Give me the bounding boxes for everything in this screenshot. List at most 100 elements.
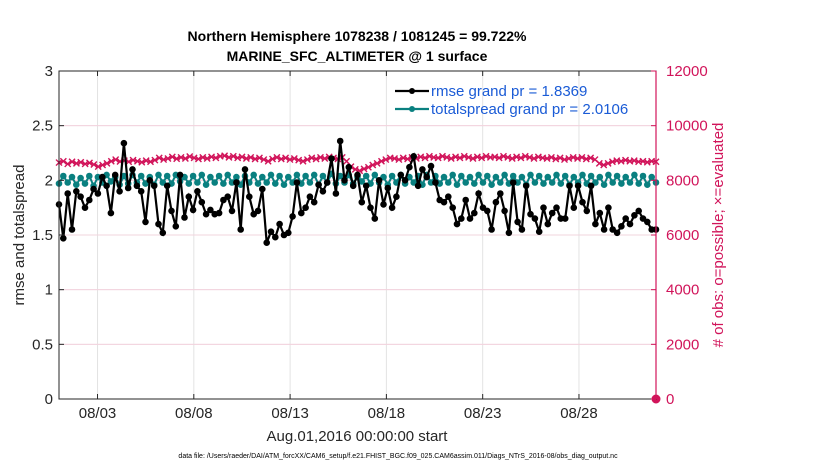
spread-point: [648, 173, 656, 181]
rmse-point: [129, 166, 136, 173]
obs-marker-stroke: [404, 155, 412, 163]
y-right-tick-label: 8000: [666, 172, 699, 189]
spread-point: [293, 171, 301, 179]
rmse-point: [172, 223, 180, 230]
obs-marker: [238, 153, 246, 161]
obs-marker-stroke: [112, 156, 120, 164]
obs-marker: [203, 154, 211, 162]
y-right-tick-label: 12000: [666, 63, 708, 80]
obs-marker-stroke: [77, 158, 85, 166]
obs-marker: [547, 153, 555, 161]
y-right-tick-label: 6000: [666, 227, 699, 244]
spread-point: [250, 171, 257, 179]
obs-marker: [495, 154, 503, 162]
obs-marker-stroke: [369, 161, 377, 169]
rmse-point: [522, 182, 530, 190]
rmse-point: [194, 188, 201, 195]
obs-marker-stroke: [255, 154, 263, 162]
rmse-point: [423, 173, 431, 181]
obs-marker: [530, 154, 538, 162]
obs-marker-stroke: [321, 154, 329, 162]
spread-point: [596, 173, 604, 181]
obs-marker-stroke: [582, 155, 590, 163]
spread-point: [77, 174, 84, 182]
rmse-point: [544, 220, 552, 228]
obs-marker: [212, 154, 220, 162]
obs-marker-stroke: [560, 156, 568, 164]
obs-marker-stroke: [147, 158, 155, 166]
spread-point: [285, 173, 292, 181]
rmse-point: [285, 229, 292, 237]
obs-marker: [86, 159, 93, 167]
obs-marker-stroke: [373, 159, 381, 167]
y-right-tick-label: 10000: [666, 118, 708, 135]
rmse-point: [319, 188, 327, 195]
obs-marker-stroke: [229, 152, 237, 160]
obs-marker: [273, 153, 281, 161]
rmse-point: [220, 196, 227, 204]
rmse-point: [518, 226, 526, 233]
obs-marker-stroke: [395, 156, 403, 164]
obs-marker-stroke: [530, 154, 538, 162]
obs-marker: [469, 154, 477, 162]
obs-marker: [604, 159, 612, 167]
obs-marker-stroke: [64, 160, 72, 168]
rmse-point: [302, 204, 309, 211]
obs-marker: [290, 154, 298, 162]
obs-marker: [508, 154, 516, 162]
obs-marker-stroke: [286, 156, 294, 164]
rmse-point: [224, 193, 231, 200]
rmse-point: [384, 184, 392, 192]
x-tick-label: 08/13: [271, 405, 309, 422]
spread-point: [592, 179, 599, 186]
spread-point: [492, 173, 500, 181]
obs-marker: [377, 157, 385, 165]
obs-marker-stroke: [273, 153, 281, 161]
obs-marker: [303, 156, 311, 164]
rmse-point: [579, 198, 586, 206]
spread-point: [155, 171, 162, 179]
obs-marker-stroke: [578, 153, 586, 161]
obs-marker-stroke: [203, 154, 211, 162]
obs-marker: [595, 159, 603, 167]
rmse-point: [458, 215, 465, 222]
rmse-point: [246, 193, 253, 200]
rmse-point: [548, 209, 556, 217]
obs-marker-stroke: [94, 163, 102, 171]
rmse-point: [250, 210, 257, 218]
x-tick-label: 08/18: [368, 405, 406, 422]
y-left-tick-label: 2.5: [32, 118, 53, 135]
obs-marker: [64, 160, 72, 168]
rmse-point: [509, 179, 517, 186]
chart-title-line2: MARINE_SFC_ALTIMETER @ 1 surface: [227, 48, 488, 64]
obs-marker-stroke: [595, 159, 603, 167]
rmse-point: [414, 182, 422, 190]
spread-point: [458, 172, 465, 180]
obs-marker: [364, 163, 372, 171]
obs-marker: [600, 161, 608, 169]
obs-marker-stroke: [508, 154, 516, 162]
rmse-point: [440, 198, 448, 206]
x-tick-label: 08/23: [464, 405, 502, 422]
rmse-point: [527, 210, 534, 218]
rmse-point: [81, 204, 89, 211]
rmse-point: [168, 207, 175, 215]
rmse-point: [310, 198, 318, 206]
rmse-point: [631, 212, 638, 219]
legend-swatch-marker: [409, 106, 415, 112]
obs-marker-stroke: [72, 159, 80, 167]
obs-marker-stroke: [168, 153, 176, 161]
spread-point: [86, 172, 93, 180]
spread-point: [202, 181, 210, 188]
spread-point: [475, 171, 482, 179]
rmse-point: [111, 171, 119, 179]
rmse-point: [596, 209, 604, 217]
obs-marker-stroke: [478, 154, 486, 162]
obs-marker: [260, 156, 268, 164]
spread-point: [609, 179, 617, 186]
obs-marker: [434, 154, 442, 162]
obs-marker-stroke: [68, 158, 76, 166]
y-axis-label-left: rmse and totalspread: [11, 165, 28, 306]
rmse-point: [73, 188, 80, 195]
obs-marker-stroke: [617, 157, 625, 165]
